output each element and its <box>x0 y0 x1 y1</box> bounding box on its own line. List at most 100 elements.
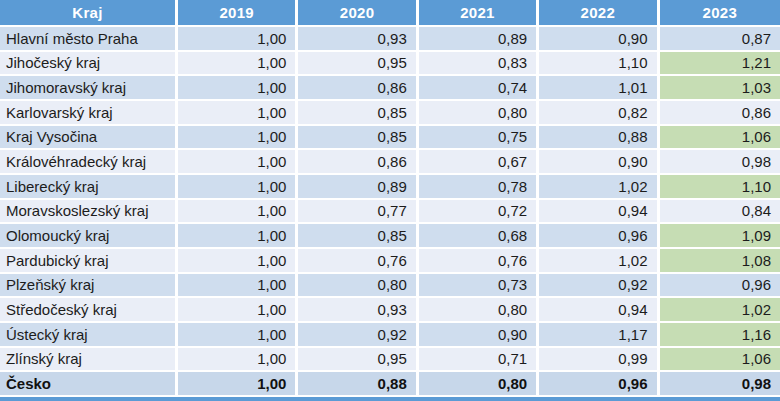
value-cell: 1,21 <box>660 52 780 77</box>
value-cell: 1,00 <box>178 298 298 323</box>
region-name-cell: Královéhradecký kraj <box>0 150 178 175</box>
value-cell: 1,01 <box>539 76 659 101</box>
value-cell: 0,87 <box>660 27 780 52</box>
value-cell: 0,93 <box>298 27 418 52</box>
value-cell: 0,80 <box>419 298 539 323</box>
value-cell: 1,06 <box>660 348 780 373</box>
region-name-cell: Zlínský kraj <box>0 348 178 373</box>
value-cell: 0,90 <box>539 150 659 175</box>
value-cell: 0,90 <box>539 27 659 52</box>
value-cell: 0,94 <box>539 200 659 225</box>
value-cell: 0,67 <box>419 150 539 175</box>
value-cell: 1,10 <box>660 175 780 200</box>
table-row: Hlavní město Praha1,000,930,890,900,87 <box>0 27 780 52</box>
column-header-year: 2023 <box>660 0 780 27</box>
value-cell: 0,85 <box>298 126 418 151</box>
region-name-cell: Ústecký kraj <box>0 323 178 348</box>
value-cell: 0,88 <box>298 372 418 397</box>
table-row: Kraj Vysočina1,000,850,750,881,06 <box>0 126 780 151</box>
value-cell: 1,03 <box>660 76 780 101</box>
value-cell: 0,88 <box>539 126 659 151</box>
value-cell: 0,95 <box>298 348 418 373</box>
value-cell: 1,00 <box>178 52 298 77</box>
value-cell: 1,09 <box>660 224 780 249</box>
region-name-cell: Karlovarský kraj <box>0 101 178 126</box>
value-cell: 0,76 <box>298 249 418 274</box>
table-row: Karlovarský kraj1,000,850,800,820,86 <box>0 101 780 126</box>
value-cell: 0,96 <box>660 274 780 299</box>
column-header-kraj: Kraj <box>0 0 178 27</box>
bottom-accent-bar <box>0 397 780 401</box>
table-row: Moravskoslezský kraj1,000,770,720,940,84 <box>0 200 780 225</box>
table-row: Pardubický kraj1,000,760,761,021,08 <box>0 249 780 274</box>
value-cell: 0,80 <box>419 372 539 397</box>
value-cell: 0,99 <box>539 348 659 373</box>
region-name-cell: Hlavní město Praha <box>0 27 178 52</box>
value-cell: 0,80 <box>419 101 539 126</box>
table-row: Česko1,000,880,800,960,98 <box>0 372 780 397</box>
value-cell: 1,02 <box>660 298 780 323</box>
value-cell: 0,75 <box>419 126 539 151</box>
value-cell: 1,00 <box>178 200 298 225</box>
value-cell: 0,85 <box>298 101 418 126</box>
table-row: Jihomoravský kraj1,000,860,741,011,03 <box>0 76 780 101</box>
table-row: Olomoucký kraj1,000,850,680,961,09 <box>0 224 780 249</box>
value-cell: 0,95 <box>298 52 418 77</box>
value-cell: 1,00 <box>178 101 298 126</box>
value-cell: 1,00 <box>178 274 298 299</box>
value-cell: 0,98 <box>660 150 780 175</box>
column-header-year: 2019 <box>178 0 298 27</box>
region-name-cell: Pardubický kraj <box>0 249 178 274</box>
value-cell: 0,89 <box>298 175 418 200</box>
table-row: Ústecký kraj1,000,920,901,171,16 <box>0 323 780 348</box>
value-cell: 0,73 <box>419 274 539 299</box>
column-header-year: 2021 <box>419 0 539 27</box>
region-name-cell: Kraj Vysočina <box>0 126 178 151</box>
value-cell: 1,02 <box>539 175 659 200</box>
value-cell: 1,00 <box>178 150 298 175</box>
value-cell: 1,02 <box>539 249 659 274</box>
value-cell: 0,93 <box>298 298 418 323</box>
table-header-row: Kraj20192020202120222023 <box>0 0 780 27</box>
value-cell: 0,83 <box>419 52 539 77</box>
value-cell: 1,00 <box>178 323 298 348</box>
table-row: Středočeský kraj1,000,930,800,941,02 <box>0 298 780 323</box>
value-cell: 0,71 <box>419 348 539 373</box>
value-cell: 0,98 <box>660 372 780 397</box>
total-name-cell: Česko <box>0 372 178 397</box>
value-cell: 0,74 <box>419 76 539 101</box>
value-cell: 0,96 <box>539 224 659 249</box>
value-cell: 0,77 <box>298 200 418 225</box>
value-cell: 1,08 <box>660 249 780 274</box>
column-header-year: 2020 <box>298 0 418 27</box>
table-row: Královéhradecký kraj1,000,860,670,900,98 <box>0 150 780 175</box>
value-cell: 0,78 <box>419 175 539 200</box>
value-cell: 0,84 <box>660 200 780 225</box>
value-cell: 0,86 <box>298 150 418 175</box>
value-cell: 0,92 <box>298 323 418 348</box>
region-name-cell: Středočeský kraj <box>0 298 178 323</box>
value-cell: 0,76 <box>419 249 539 274</box>
table-row: Plzeňský kraj1,000,800,730,920,96 <box>0 274 780 299</box>
value-cell: 1,00 <box>178 372 298 397</box>
table-row: Zlínský kraj1,000,950,710,991,06 <box>0 348 780 373</box>
value-cell: 0,86 <box>298 76 418 101</box>
table-row: Liberecký kraj1,000,890,781,021,10 <box>0 175 780 200</box>
value-cell: 0,89 <box>419 27 539 52</box>
value-cell: 1,00 <box>178 27 298 52</box>
region-name-cell: Plzeňský kraj <box>0 274 178 299</box>
value-cell: 0,72 <box>419 200 539 225</box>
value-cell: 0,68 <box>419 224 539 249</box>
value-cell: 1,00 <box>178 249 298 274</box>
value-cell: 1,00 <box>178 224 298 249</box>
value-cell: 1,00 <box>178 126 298 151</box>
value-cell: 1,00 <box>178 348 298 373</box>
column-header-year: 2022 <box>539 0 659 27</box>
value-cell: 1,10 <box>539 52 659 77</box>
region-name-cell: Jihomoravský kraj <box>0 76 178 101</box>
value-cell: 0,90 <box>419 323 539 348</box>
region-name-cell: Olomoucký kraj <box>0 224 178 249</box>
table-row: Jihočeský kraj1,000,950,831,101,21 <box>0 52 780 77</box>
value-cell: 0,86 <box>660 101 780 126</box>
value-cell: 1,00 <box>178 76 298 101</box>
